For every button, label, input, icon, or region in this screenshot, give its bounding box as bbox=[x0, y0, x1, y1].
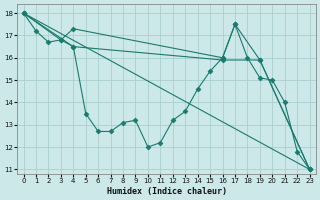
X-axis label: Humidex (Indice chaleur): Humidex (Indice chaleur) bbox=[107, 187, 227, 196]
